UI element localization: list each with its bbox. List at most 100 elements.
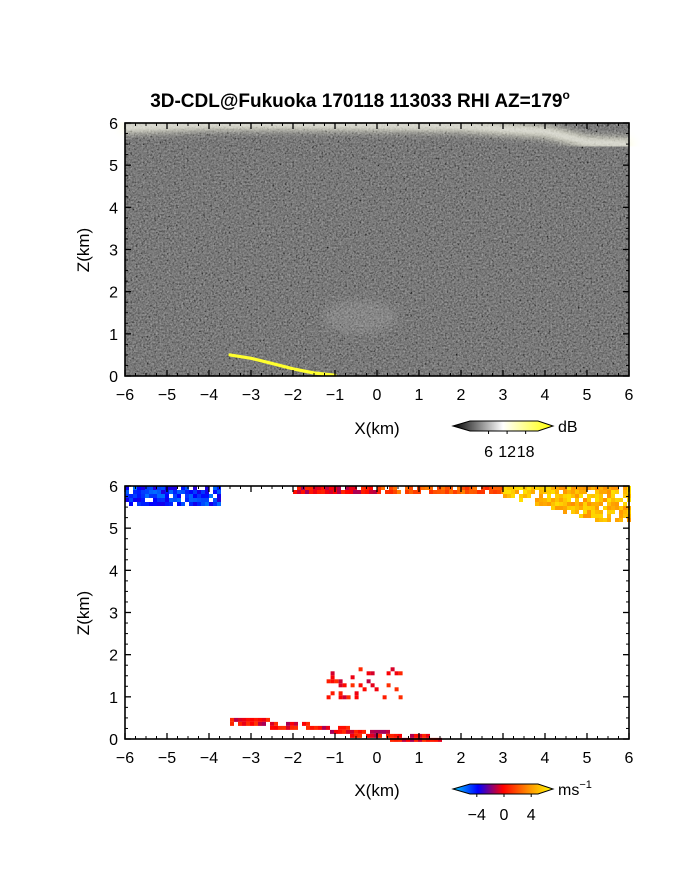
velocity-echo-cell xyxy=(410,737,414,742)
velocity-echo-cell xyxy=(623,510,627,514)
velocity-echo-cell xyxy=(539,502,543,506)
velocity-echo-cell xyxy=(623,490,627,494)
velocity-echo-cell xyxy=(611,502,615,506)
velocity-echo-cell xyxy=(238,721,242,726)
x-tick-label: −5 xyxy=(158,387,176,404)
velocity-echo-cell xyxy=(258,717,262,722)
velocity-echo-cell xyxy=(587,498,591,502)
backscatter-y-axis-label: Z(km) xyxy=(74,228,93,272)
velocity-echo-cell xyxy=(523,490,527,494)
y-tick-label: 1 xyxy=(109,690,118,707)
velocity-echo-cell xyxy=(145,490,149,494)
velocity-echo-cell xyxy=(366,733,370,738)
velocity-echo-cell xyxy=(539,490,543,494)
velocity-echo-cell xyxy=(607,514,611,518)
velocity-echo-cell xyxy=(338,695,343,700)
x-tick-label: 3 xyxy=(499,387,508,404)
backscatter-noise-field xyxy=(125,123,629,376)
velocity-echo-cell xyxy=(321,486,325,490)
velocity-echo-cell xyxy=(623,506,627,510)
velocity-echo-cell xyxy=(599,518,603,522)
velocity-echo-cell xyxy=(382,695,387,700)
velocity-echo-cell xyxy=(390,733,394,738)
velocity-echo-cell xyxy=(137,498,141,502)
x-tick-label: −1 xyxy=(326,387,344,404)
velocity-echo-cell xyxy=(137,502,141,506)
velocity-echo-cell xyxy=(595,514,599,518)
velocity-echo-cell xyxy=(555,494,559,498)
velocity-echo-cell xyxy=(623,514,627,518)
velocity-echo-cell xyxy=(354,691,359,696)
velocity-echo-cell xyxy=(205,502,209,506)
velocity-echo-cell xyxy=(563,498,567,502)
x-tick-label: −6 xyxy=(116,387,134,404)
velocity-colorbar-ticks: −4 0 4 xyxy=(468,794,536,824)
velocity-echo-cell xyxy=(523,494,527,498)
velocity-echo-cell xyxy=(337,490,341,494)
velocity-echo-cell xyxy=(587,494,591,498)
velocity-echo-cell xyxy=(473,486,477,490)
velocity-echo-cell xyxy=(366,679,371,684)
velocity-echo-cell xyxy=(575,502,579,506)
velocity-y-axis-label: Z(km) xyxy=(74,591,93,635)
velocity-echo-cell xyxy=(313,486,317,490)
velocity-colorbar-bar xyxy=(451,783,555,795)
velocity-echo-cell xyxy=(313,490,317,494)
velocity-echo-cell xyxy=(346,695,351,700)
velocity-echo-cell xyxy=(555,502,559,506)
velocity-echo-cell xyxy=(595,498,599,502)
velocity-echo-cell xyxy=(437,486,441,490)
velocity-echo-cell xyxy=(429,490,433,494)
velocity-echo-cell xyxy=(197,502,201,506)
velocity-echo-cell xyxy=(350,683,355,688)
velocity-echo-cell xyxy=(607,498,611,502)
velocity-echo-cell xyxy=(575,510,579,514)
velocity-echo-cell xyxy=(374,729,378,734)
velocity-echo-cell xyxy=(433,490,437,494)
velocity-echo-cell xyxy=(297,486,301,490)
velocity-echo-cell xyxy=(329,490,333,494)
velocity-echo-cell xyxy=(599,502,603,506)
velocity-echo-cell xyxy=(607,510,611,514)
velocity-echo-cell xyxy=(563,502,567,506)
velocity-echo-cell xyxy=(409,486,413,490)
velocity-echo-cell xyxy=(398,733,402,738)
velocity-echo-cell xyxy=(385,490,389,494)
velocity-echo-cell xyxy=(519,486,523,490)
velocity-echo-cell xyxy=(246,717,250,722)
velocity-echo-cell xyxy=(559,506,563,510)
velocity-echo-cell xyxy=(603,498,607,502)
velocity-echo-cell xyxy=(141,490,145,494)
velocity-echo-cell xyxy=(418,737,422,742)
velocity-echo-cell xyxy=(330,671,335,676)
velocity-echo-cell xyxy=(535,486,539,490)
velocity-echo-cell xyxy=(611,498,615,502)
velocity-echo-cell xyxy=(365,490,369,494)
velocity-echo-cell xyxy=(338,683,343,688)
velocity-echo-cell xyxy=(535,498,539,502)
velocity-echo-cell xyxy=(357,490,361,494)
mid-cloud-patch xyxy=(322,300,399,334)
velocity-echo-cell xyxy=(361,486,365,490)
velocity-echo-cell xyxy=(615,518,619,522)
velocity-echo-cell xyxy=(326,725,330,730)
x-tick-label: −6 xyxy=(116,750,134,767)
velocity-echo-cell xyxy=(125,498,129,502)
velocity-echo-cell xyxy=(481,486,485,490)
velocity-echo-cell xyxy=(390,737,394,742)
velocity-echo-cell xyxy=(346,729,350,734)
velocity-echo-cell xyxy=(571,502,575,506)
velocity-echo-cell xyxy=(338,725,342,730)
velocity-echo-cell xyxy=(205,498,209,502)
velocity-echo-cell xyxy=(607,490,611,494)
velocity-echo-cell xyxy=(305,490,309,494)
velocity-echo-cell xyxy=(177,498,181,502)
velocity-echo-cell xyxy=(297,490,301,494)
velocity-echo-cell xyxy=(567,490,571,494)
velocity-echo-cell xyxy=(201,502,205,506)
velocity-echo-cell xyxy=(551,506,555,510)
velocity-echo-cell xyxy=(587,506,591,510)
velocity-echo-cell xyxy=(493,486,497,490)
velocity-echo-cell xyxy=(205,490,209,494)
velocity-echo-cell xyxy=(205,486,209,490)
